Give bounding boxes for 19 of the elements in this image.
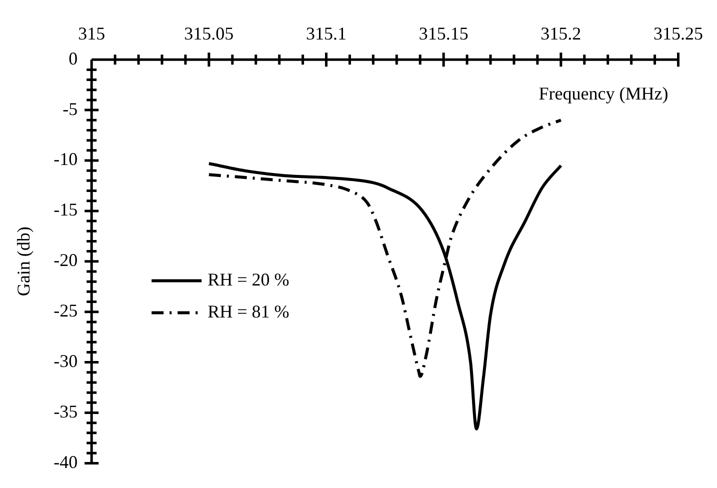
y-tick-label: -25 bbox=[54, 300, 78, 321]
y-axis-title: Gain (db) bbox=[14, 226, 34, 296]
x-tick-label: 315.1 bbox=[306, 24, 347, 44]
legend-label: RH = 81 % bbox=[208, 301, 290, 322]
y-tick-label: -10 bbox=[54, 149, 78, 170]
y-tick-label: -15 bbox=[54, 200, 78, 220]
x-axis-title: Frequency (MHz) bbox=[538, 83, 668, 104]
y-tick-label: -30 bbox=[54, 351, 78, 372]
x-tick-label: 315 bbox=[78, 24, 106, 44]
x-tick-label: 315.05 bbox=[184, 24, 234, 44]
y-tick-label: 0 bbox=[68, 48, 78, 68]
x-tick-label: 315.15 bbox=[418, 24, 468, 44]
y-tick-label: -35 bbox=[54, 401, 78, 422]
y-tick-label: -5 bbox=[62, 98, 78, 119]
y-tick-label: -40 bbox=[54, 452, 78, 472]
legend-label: RH = 20 % bbox=[208, 269, 290, 290]
y-tick-label: -20 bbox=[54, 250, 78, 270]
x-tick-label: 315.25 bbox=[654, 24, 703, 44]
x-tick-label: 315.2 bbox=[540, 24, 582, 44]
